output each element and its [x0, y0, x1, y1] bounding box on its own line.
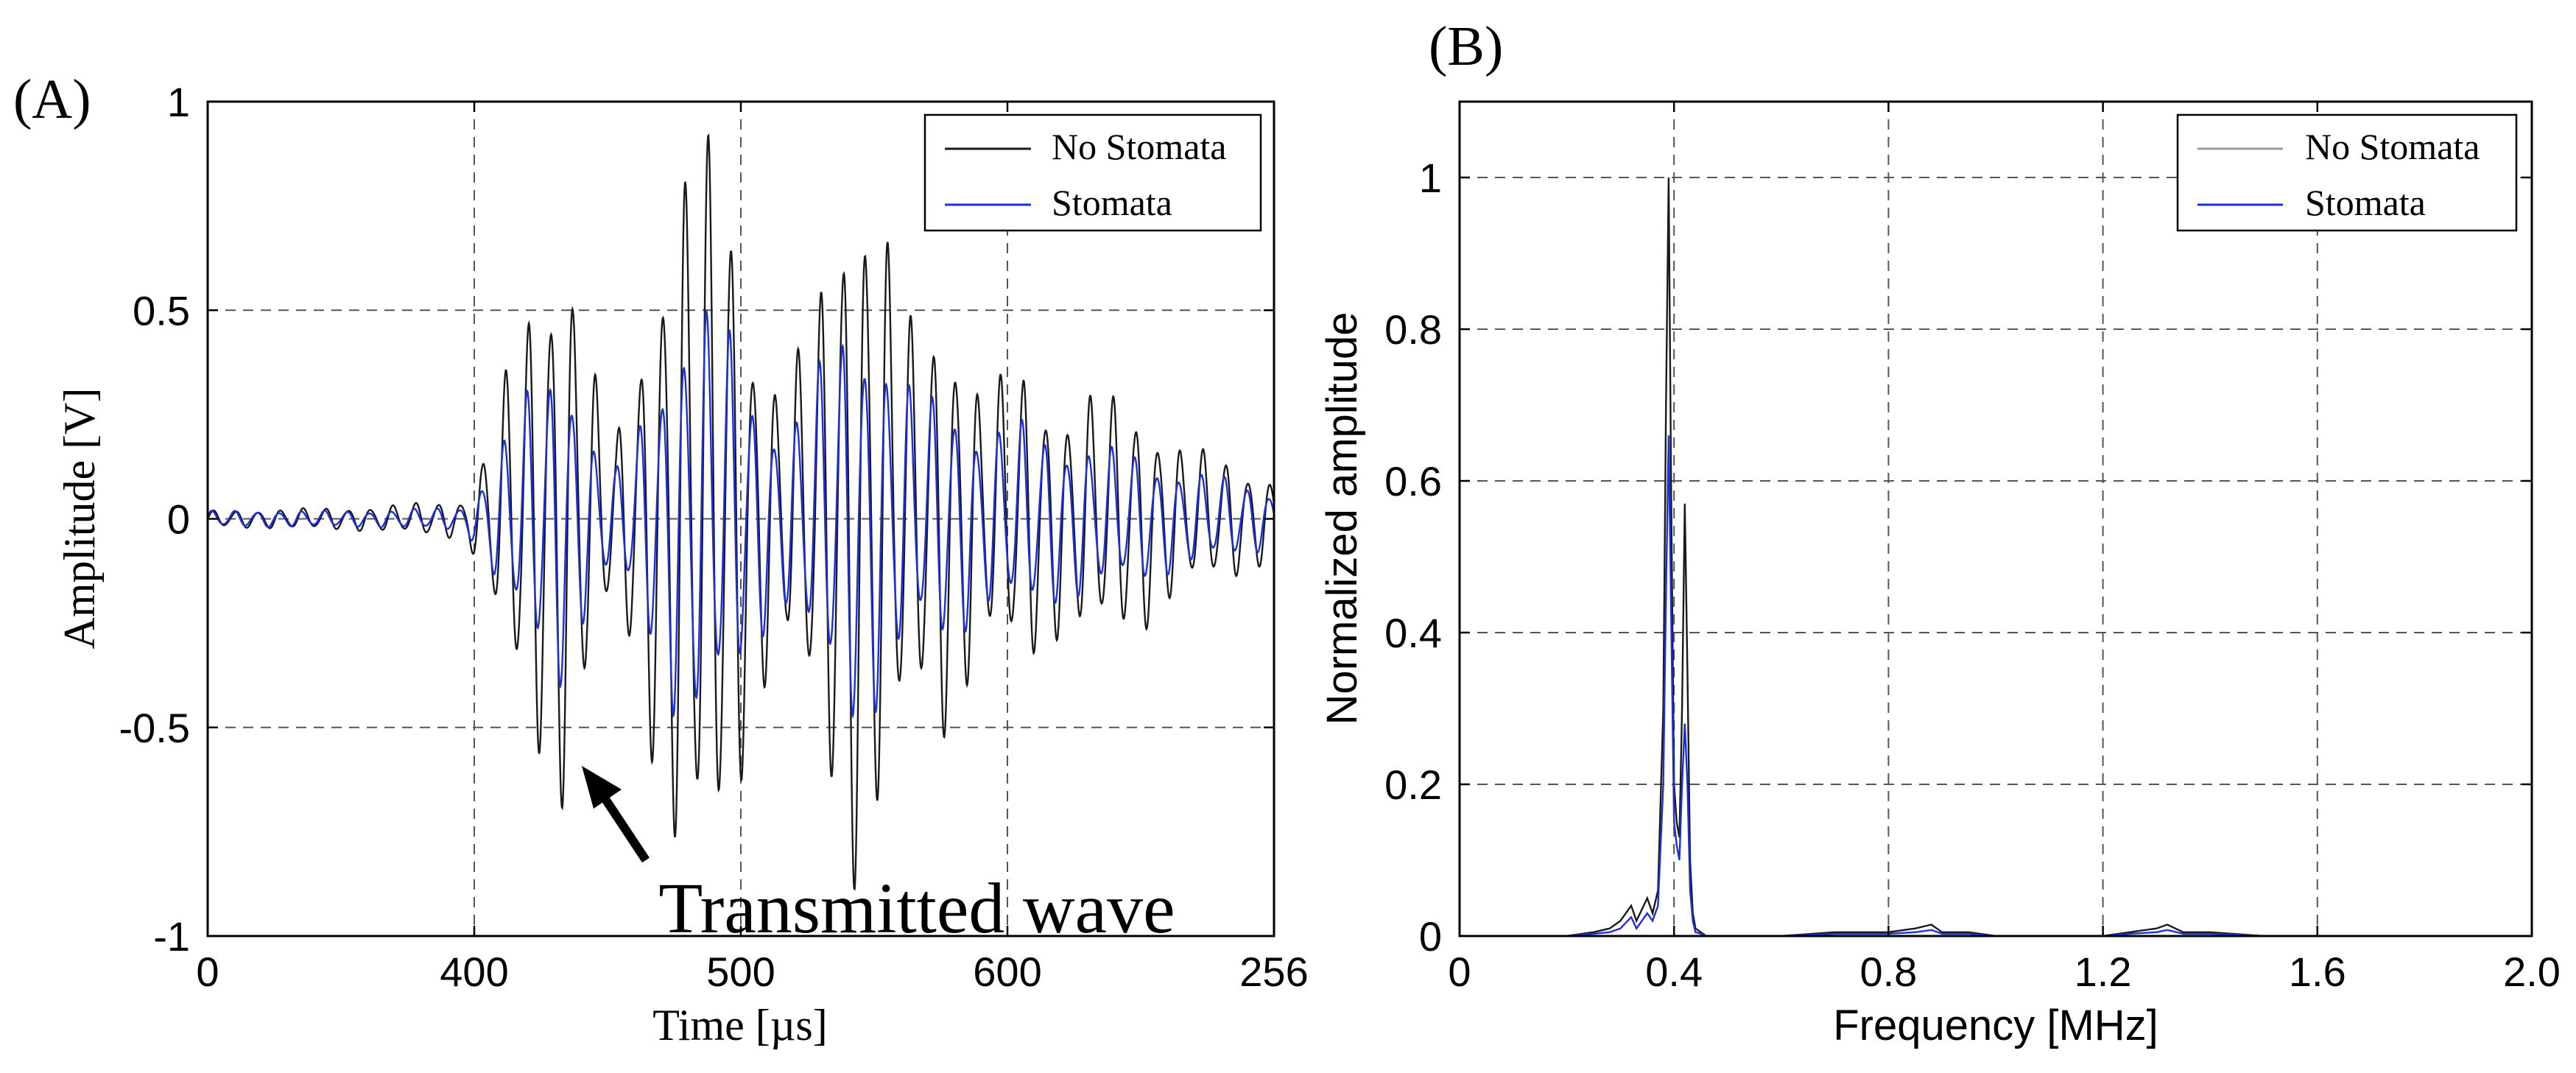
legend-label-stomata: Stomata — [1052, 182, 1172, 223]
x-tick-label: 1.2 — [2074, 949, 2132, 995]
y-tick-label: -0.5 — [119, 705, 191, 751]
panel-a-x-axis-label: Time [µs] — [652, 1001, 827, 1049]
y-tick-label: 0 — [167, 496, 190, 543]
panel-a: (A) 0 400 500 600 256 -1 -0.5 0 0.5 1 No Stomata … — [13, 68, 1309, 1049]
x-tick-label: 600 — [973, 949, 1041, 995]
y-tick-label: 0.4 — [1384, 610, 1442, 656]
x-tick-label: 500 — [706, 949, 775, 995]
y-tick-label: -1 — [153, 913, 190, 960]
panel-a-label: (A) — [13, 68, 91, 130]
y-tick-label: 0 — [1419, 913, 1442, 960]
legend-label-stomata: Stomata — [2305, 182, 2426, 223]
legend-label-no-stomata: No Stomata — [1052, 126, 1226, 167]
panel-b-plot-area — [1460, 102, 2532, 936]
x-tick-label: 2.0 — [2503, 949, 2561, 995]
panel-a-legend-box — [923, 113, 1262, 232]
panel-b-x-axis-label: Frequency [MHz] — [1833, 1002, 2158, 1049]
x-tick-label: 0 — [196, 949, 219, 995]
y-tick-label: 1 — [167, 79, 190, 125]
panel-b: (B) 0 0.4 0.8 1.2 1.6 2.0 0 0.2 0.4 0.6 0.8 1 No St… — [1318, 15, 2561, 1049]
y-tick-label: 0.6 — [1384, 458, 1442, 504]
panel-b-series — [1460, 177, 2532, 937]
annotation-arrow-shaft — [599, 794, 650, 863]
panel-b-ticks: 0 0.4 0.8 1.2 1.6 2.0 0 0.2 0.4 0.6 0.8 1 — [1384, 102, 2561, 995]
y-tick-label: 0.8 — [1384, 306, 1442, 353]
series-line-stomata — [206, 309, 1275, 719]
x-tick-label: 0.4 — [1645, 949, 1703, 995]
panel-a-series — [206, 133, 1275, 891]
x-tick-label: 1.6 — [2289, 949, 2346, 995]
x-tick-label: 256 — [1239, 949, 1308, 995]
legend-label-no-stomata: No Stomata — [2305, 126, 2480, 167]
series-line-stomata — [1460, 435, 2532, 937]
y-tick-label: 0.2 — [1384, 761, 1442, 808]
x-tick-label: 400 — [440, 949, 508, 995]
panel-b-label: (B) — [1429, 15, 1503, 77]
y-tick-label: 1 — [1419, 155, 1442, 201]
y-tick-label: 0.5 — [133, 287, 190, 334]
x-tick-label: 0 — [1448, 949, 1471, 995]
x-tick-label: 0.8 — [1859, 949, 1917, 995]
annotation-arrow-head — [582, 766, 622, 809]
annotation-arrow — [582, 766, 650, 863]
panel-b-legend: No Stomata Stomata — [2176, 113, 2518, 232]
series-line-no-stomata — [206, 133, 1275, 891]
panel-a-legend: No Stomata Stomata — [923, 113, 1262, 232]
panel-a-y-axis-label: Amplitude [V] — [55, 388, 104, 650]
series-line-no-stomata — [1460, 177, 2532, 937]
panel-b-legend-box — [2176, 113, 2518, 232]
panel-a-ticks: 0 400 500 600 256 -1 -0.5 0 0.5 1 — [119, 79, 1309, 995]
panel-b-y-axis-label: Normalized amplitude — [1318, 312, 1366, 725]
panel-b-axes-frame — [1458, 100, 2533, 937]
annotation-text: Transmitted wave — [658, 869, 1175, 949]
